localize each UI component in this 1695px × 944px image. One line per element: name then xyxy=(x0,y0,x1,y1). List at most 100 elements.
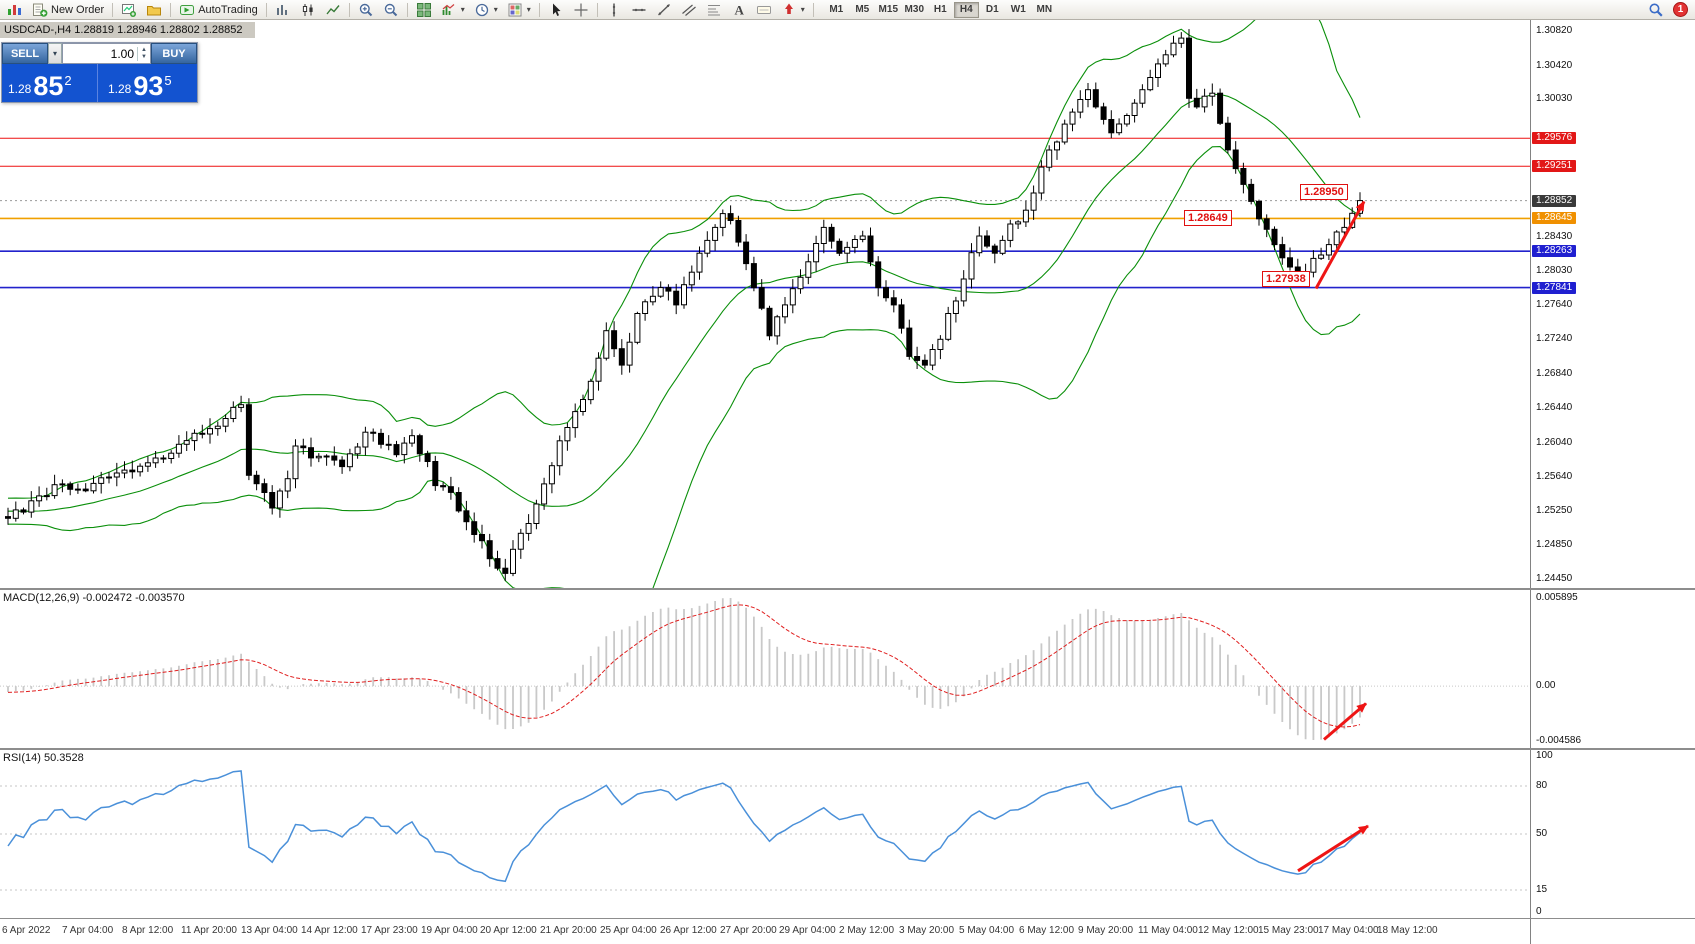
timeframe-m15-button[interactable]: M15 xyxy=(878,4,898,15)
time-axis-label: 15 May 23:00 xyxy=(1258,925,1319,936)
zoom-out-button[interactable] xyxy=(379,1,403,19)
tile-windows-button[interactable] xyxy=(412,1,436,19)
scale-corner xyxy=(1530,919,1695,944)
volume-field[interactable]: 1.00 ▲ ▼ xyxy=(62,43,151,64)
macd-signal-line xyxy=(7,604,1361,728)
toolbar-separator xyxy=(170,2,172,17)
toolbar-separator xyxy=(406,2,408,17)
price-scale-label: 1.25250 xyxy=(1536,505,1573,516)
rsi-trend-arrow[interactable] xyxy=(1297,824,1369,873)
price-annotation[interactable]: 1.28950 xyxy=(1300,184,1348,200)
time-axis-label: 7 Apr 04:00 xyxy=(62,925,114,936)
templates-button[interactable]: ▾ xyxy=(503,1,535,19)
new-chart-button[interactable] xyxy=(117,1,141,19)
ask-prefix: 1.28 xyxy=(108,82,132,96)
toolbar-separator xyxy=(538,2,540,17)
price-scale-label: 1.25640 xyxy=(1536,471,1573,482)
price-line-label: 1.27841 xyxy=(1532,282,1577,294)
bid-prefix: 1.28 xyxy=(8,82,32,96)
macd-scale: 0.005895 0.00 -0.004586 xyxy=(1530,590,1695,748)
arrows-button[interactable]: ▾ xyxy=(777,1,809,19)
price-scale-label: 1.28430 xyxy=(1536,231,1573,242)
price-scale-label: 1.24850 xyxy=(1536,539,1573,550)
price-annotation[interactable]: 1.27938 xyxy=(1262,271,1310,287)
spin-up-icon[interactable]: ▲ xyxy=(141,46,147,53)
price-annotation[interactable]: 1.28649 xyxy=(1184,210,1232,226)
rsi-canvas[interactable]: RSI(14) 50.3528 xyxy=(0,750,1530,918)
time-axis-label: 27 Apr 20:00 xyxy=(720,925,777,936)
timeframe-m30-button[interactable]: M30 xyxy=(904,4,924,15)
timeframe-m5-button[interactable]: M5 xyxy=(855,4,870,15)
notification-badge[interactable]: 1 xyxy=(1673,2,1688,17)
macd-trend-arrow[interactable] xyxy=(1323,702,1367,741)
timeframe-m1-button[interactable]: M1 xyxy=(829,4,844,15)
price-line-label: 1.29576 xyxy=(1532,132,1577,144)
price-line-label: 1.28645 xyxy=(1532,212,1577,224)
macd-scale-label: 0.00 xyxy=(1536,680,1556,691)
vertical-line-button[interactable] xyxy=(602,1,626,19)
time-axis-label: 9 May 20:00 xyxy=(1078,925,1134,936)
price-scale-label: 1.30420 xyxy=(1536,60,1573,71)
macd-label: MACD(12,26,9) -0.002472 -0.003570 xyxy=(3,592,185,604)
horizontal-line-button[interactable] xyxy=(627,1,651,19)
spin-down-icon[interactable]: ▼ xyxy=(141,53,147,60)
line-chart-button[interactable] xyxy=(321,1,345,19)
price-line-label: 1.28263 xyxy=(1532,245,1577,257)
rsi-scale-label: 0 xyxy=(1536,906,1542,917)
time-axis-label: 18 May 12:00 xyxy=(1377,925,1438,936)
text-label-button[interactable] xyxy=(752,1,776,19)
bar-chart-button[interactable] xyxy=(271,1,295,19)
timeframe-h1-button[interactable]: H1 xyxy=(933,4,947,15)
zoom-in-icon xyxy=(358,2,374,18)
horizontal-line-icon xyxy=(631,2,647,18)
indicators-button[interactable]: ▾ xyxy=(437,1,469,19)
equidistant-channel-button[interactable] xyxy=(677,1,701,19)
macd-canvas[interactable]: MACD(12,26,9) -0.002472 -0.003570 xyxy=(0,590,1530,748)
trend-line-button[interactable] xyxy=(652,1,676,19)
volume-spinner[interactable]: ▲ ▼ xyxy=(137,46,150,61)
autotrading-button[interactable]: AutoTrading xyxy=(175,1,262,19)
main-chart-row: USDCAD-,H4 1.28819 1.28946 1.28802 1.288… xyxy=(0,20,1695,588)
buy-button[interactable]: BUY xyxy=(151,43,197,64)
main-chart-canvas[interactable]: USDCAD-,H4 1.28819 1.28946 1.28802 1.288… xyxy=(0,20,1530,588)
timeframe-d1-button[interactable]: D1 xyxy=(985,4,999,15)
candlestick-chart-button[interactable] xyxy=(296,1,320,19)
timeframe-w1-button[interactable]: W1 xyxy=(1010,4,1026,15)
chart-ohlc-header: USDCAD-,H4 1.28819 1.28946 1.28802 1.288… xyxy=(0,22,255,38)
crosshair-button[interactable] xyxy=(569,1,593,19)
time-scale[interactable]: 6 Apr 2022 7 Apr 04:00 8 Apr 12:00 11 Apr 2… xyxy=(0,919,1530,944)
candlestick-chart-icon xyxy=(300,2,316,18)
sell-button[interactable]: SELL xyxy=(2,43,48,64)
time-axis-label: 17 May 04:00 xyxy=(1318,925,1379,936)
bid-big-digits: 85 xyxy=(33,71,64,101)
rsi-scale-label: 80 xyxy=(1536,780,1548,791)
zoom-in-button[interactable] xyxy=(354,1,378,19)
timeframe-switcher: M1 M5 M15 M30 H1 H4 D1 W1 MN xyxy=(824,1,1057,18)
new-order-button[interactable]: New Order xyxy=(28,1,108,19)
bollinger-upper-band xyxy=(7,20,1361,499)
timeframe-mn-button[interactable]: MN xyxy=(1036,4,1053,15)
bearish-candles xyxy=(5,37,1301,574)
chevron-down-icon: ▾ xyxy=(526,5,531,14)
time-axis-label: 6 Apr 2022 xyxy=(2,925,51,936)
price-scale[interactable]: 1.30820 1.30420 1.30030 1.29576 1.29251 1.288… xyxy=(1530,20,1695,588)
trend-arrow[interactable] xyxy=(1314,200,1366,290)
bollinger-lower-band xyxy=(8,146,1361,588)
profiles-button[interactable] xyxy=(142,1,166,19)
buy-price[interactable]: 1.28 93 5 xyxy=(98,64,197,102)
toolbar: New Order AutoTrading ▾ ▾ ▾ A ▾ M1 M5 M15 M30 H1 H4 D… xyxy=(0,0,1695,20)
rsi-panel-row: RSI(14) 50.3528 100 80 50 15 0 xyxy=(0,748,1695,918)
periods-button[interactable]: ▾ xyxy=(470,1,502,19)
sell-price[interactable]: 1.28 85 2 xyxy=(2,64,97,102)
timeframe-h4-button[interactable]: H4 xyxy=(953,1,979,18)
search-button[interactable] xyxy=(1644,1,1668,19)
rsi-line xyxy=(7,770,1361,883)
cursor-button[interactable] xyxy=(544,1,568,19)
time-axis-label: 20 Apr 12:00 xyxy=(480,925,537,936)
one-click-trading-panel: SELL ▾ 1.00 ▲ ▼ BUY 1.28 85 xyxy=(1,42,198,103)
text-button[interactable]: A xyxy=(727,1,751,19)
time-axis-label: 5 May 04:00 xyxy=(959,925,1015,936)
volume-dropdown-button[interactable]: ▾ xyxy=(48,43,62,64)
fibonacci-button[interactable] xyxy=(702,1,726,19)
